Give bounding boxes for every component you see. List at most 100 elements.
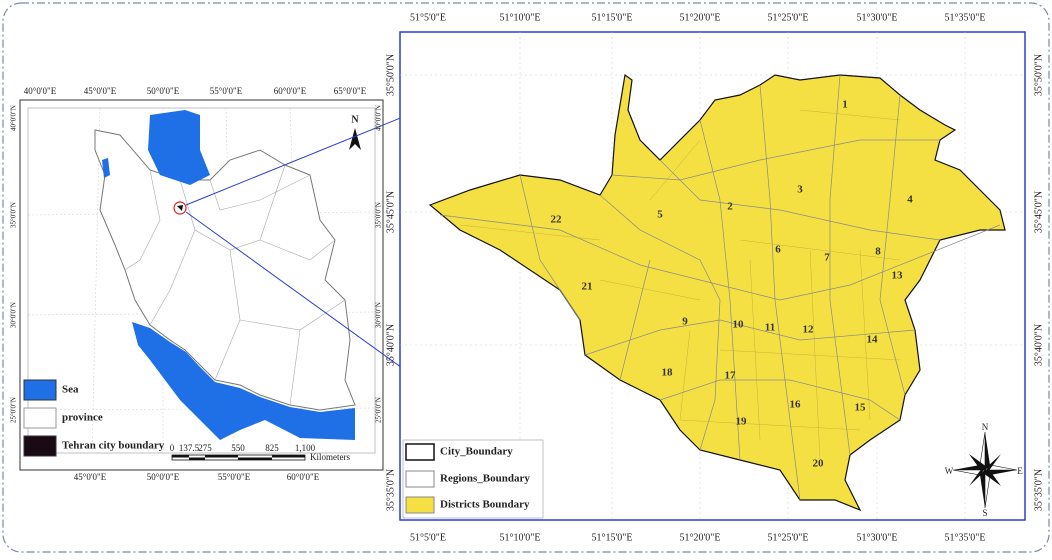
- lon-label: 51°30'0"E: [857, 12, 898, 23]
- tehran-marker: [173, 201, 187, 215]
- lat-label: 35°50'0"N: [385, 54, 396, 96]
- lon-label: 60°0'0"E: [274, 86, 307, 96]
- legend-label: City_Boundary: [440, 446, 513, 458]
- lon-label: 51°20'0"E: [680, 12, 721, 23]
- region-number: 5: [657, 209, 663, 221]
- compass-e: E: [1017, 466, 1023, 476]
- lat-label: 35°35'0"N: [385, 469, 396, 511]
- lat-label: 40°0'0"N: [375, 105, 383, 131]
- legend-swatch-sea: [23, 379, 57, 401]
- lat-label: 35°35'0"N: [1033, 469, 1044, 511]
- scale-tick-label: 550: [231, 443, 245, 453]
- region-number: 1: [842, 99, 848, 111]
- region-number: 3: [797, 184, 803, 196]
- lon-label: 51°25'0"E: [768, 12, 809, 23]
- region-number: 15: [855, 402, 867, 414]
- north-label: N: [351, 114, 359, 125]
- lon-label: 51°25'0"E: [768, 532, 809, 543]
- legend-swatch-regions: [405, 470, 435, 488]
- compass-s: S: [982, 508, 987, 518]
- region-number: 16: [790, 399, 802, 411]
- province-lines: [124, 164, 346, 406]
- lat-label: 40°0'0"N: [10, 105, 18, 131]
- tehran-shape: [177, 205, 183, 211]
- lat-label: 35°40'0"N: [385, 324, 396, 366]
- region-number: 2: [727, 201, 733, 213]
- lon-label: 40°0'0"E: [24, 86, 57, 96]
- region-number: 12: [803, 324, 815, 336]
- iran-outline: [94, 129, 356, 411]
- legend-label: Regions_Boundary: [440, 473, 530, 485]
- legend-swatch-city: [405, 443, 435, 461]
- lat-label: 25°0'0"N: [10, 397, 18, 423]
- lon-label: 51°15'0"E: [592, 12, 633, 23]
- lat-label: 30°0'0"N: [10, 302, 18, 328]
- region-number: 9: [682, 316, 688, 328]
- persian-gulf: [132, 322, 355, 440]
- region-boundaries: [439, 74, 1001, 501]
- district-lines: [459, 109, 901, 461]
- region-number: 19: [736, 416, 748, 428]
- lon-label: 50°0'0"E: [147, 472, 180, 482]
- lat-label: 35°40'0"N: [1033, 324, 1044, 366]
- scale-tick-label: 1,100: [295, 443, 316, 453]
- region-number: 13: [892, 270, 904, 282]
- lon-label: 51°15'0"E: [592, 532, 633, 543]
- compass-w: W: [945, 466, 954, 476]
- scale-tick-label: 0: [170, 443, 175, 453]
- scale-tick-label: 825: [265, 443, 279, 453]
- region-number: 17: [725, 370, 737, 382]
- lon-label: 51°10'0"E: [500, 12, 541, 23]
- caspian-sea: [148, 110, 210, 185]
- lon-label: 51°5'0"E: [410, 532, 446, 543]
- region-number: 10: [733, 319, 745, 331]
- region-number: 22: [551, 214, 563, 226]
- region-number: 4: [907, 194, 913, 206]
- lat-label: 35°45'0"N: [385, 191, 396, 233]
- compass-n: N: [982, 422, 989, 432]
- lon-label: 45°0'0"E: [74, 472, 107, 482]
- legend-swatch-tehran: [23, 435, 57, 457]
- legend-label: province: [62, 412, 103, 424]
- compass-rose: [952, 431, 1018, 509]
- region-number: 20: [813, 458, 825, 470]
- legend-swatch-districts: [405, 496, 435, 514]
- lon-label: 51°35'0"E: [945, 12, 986, 23]
- region-number: 14: [867, 334, 879, 346]
- lon-label: 60°0'0"E: [287, 472, 320, 482]
- lon-label: 50°0'0"E: [147, 86, 180, 96]
- legend-label: Sea: [62, 384, 79, 396]
- region-number: 18: [662, 367, 674, 379]
- lake: [102, 158, 110, 178]
- lon-label: 51°5'0"E: [410, 12, 446, 23]
- lon-label: 65°0'0"E: [334, 86, 367, 96]
- lat-label: 35°0'0"N: [375, 202, 383, 228]
- legend-swatch-province: [23, 407, 57, 429]
- lat-label: 30°0'0"N: [375, 302, 383, 328]
- lon-label: 45°0'0"E: [84, 86, 117, 96]
- tehran-city: [428, 73, 1006, 512]
- region-number: 11: [765, 322, 775, 334]
- scale-tick-label: 137.5: [179, 443, 200, 453]
- legend-label: Districts Boundary: [440, 499, 530, 511]
- north-arrow: [349, 128, 361, 150]
- region-number: 21: [582, 281, 593, 293]
- lon-label: 51°30'0"E: [857, 532, 898, 543]
- region-number: 7: [824, 252, 830, 264]
- scale-tick-label: 275: [198, 443, 212, 453]
- lon-label: 51°35'0"E: [945, 532, 986, 543]
- lon-label: 55°0'0"E: [218, 472, 251, 482]
- region-number: 8: [875, 246, 881, 258]
- iran-neatline: [27, 107, 376, 454]
- lat-label: 25°0'0"N: [375, 397, 383, 423]
- legend-label: Tehran city boundary: [62, 440, 165, 452]
- scale-unit: Kilometers: [310, 452, 350, 462]
- lon-label: 51°20'0"E: [680, 532, 721, 543]
- region-number: 6: [775, 244, 781, 256]
- lat-label: 35°50'0"N: [1033, 54, 1044, 96]
- scale-bar: [171, 454, 306, 461]
- lat-label: 35°45'0"N: [1033, 191, 1044, 233]
- lon-label: 55°0'0"E: [210, 86, 243, 96]
